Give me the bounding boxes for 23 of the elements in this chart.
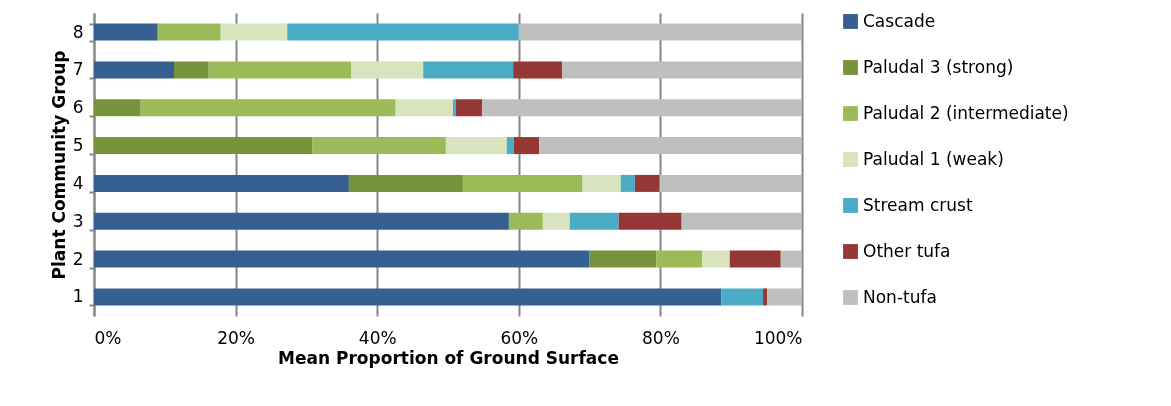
y-tick-label: 6 (72, 97, 84, 118)
legend-label: Cascade (863, 10, 936, 31)
y-tick-label: 2 (72, 248, 84, 269)
y-tick-label: 4 (72, 172, 84, 193)
legend-label: Non-tufa (863, 286, 937, 307)
legend-label: Other tufa (863, 240, 951, 261)
x-tick-label: 40% (358, 327, 397, 348)
x-tick-label: 20% (217, 327, 255, 348)
x-tick-label: 0% (94, 327, 122, 348)
x-tick-label: 60% (500, 327, 539, 348)
legend-label: Paludal 2 (intermediate) (863, 102, 1069, 123)
y-tick-label: 1 (72, 286, 84, 307)
y-tick-label: 7 (72, 59, 84, 80)
y-tick-label: 8 (72, 21, 84, 42)
legend-label: Stream crust (863, 194, 973, 215)
y-tick-label: 5 (72, 135, 84, 156)
y-axis-title: Plant Community Group (48, 50, 69, 280)
legend-label: Paludal 3 (strong) (863, 56, 1014, 77)
legend-label: Paludal 1 (weak) (863, 148, 1004, 169)
x-tick-label: 100% (753, 327, 803, 348)
x-tick-label: 80% (642, 327, 680, 348)
y-tick-label: 3 (72, 210, 84, 231)
x-axis-title: Mean Proportion of Ground Surface (278, 347, 619, 368)
